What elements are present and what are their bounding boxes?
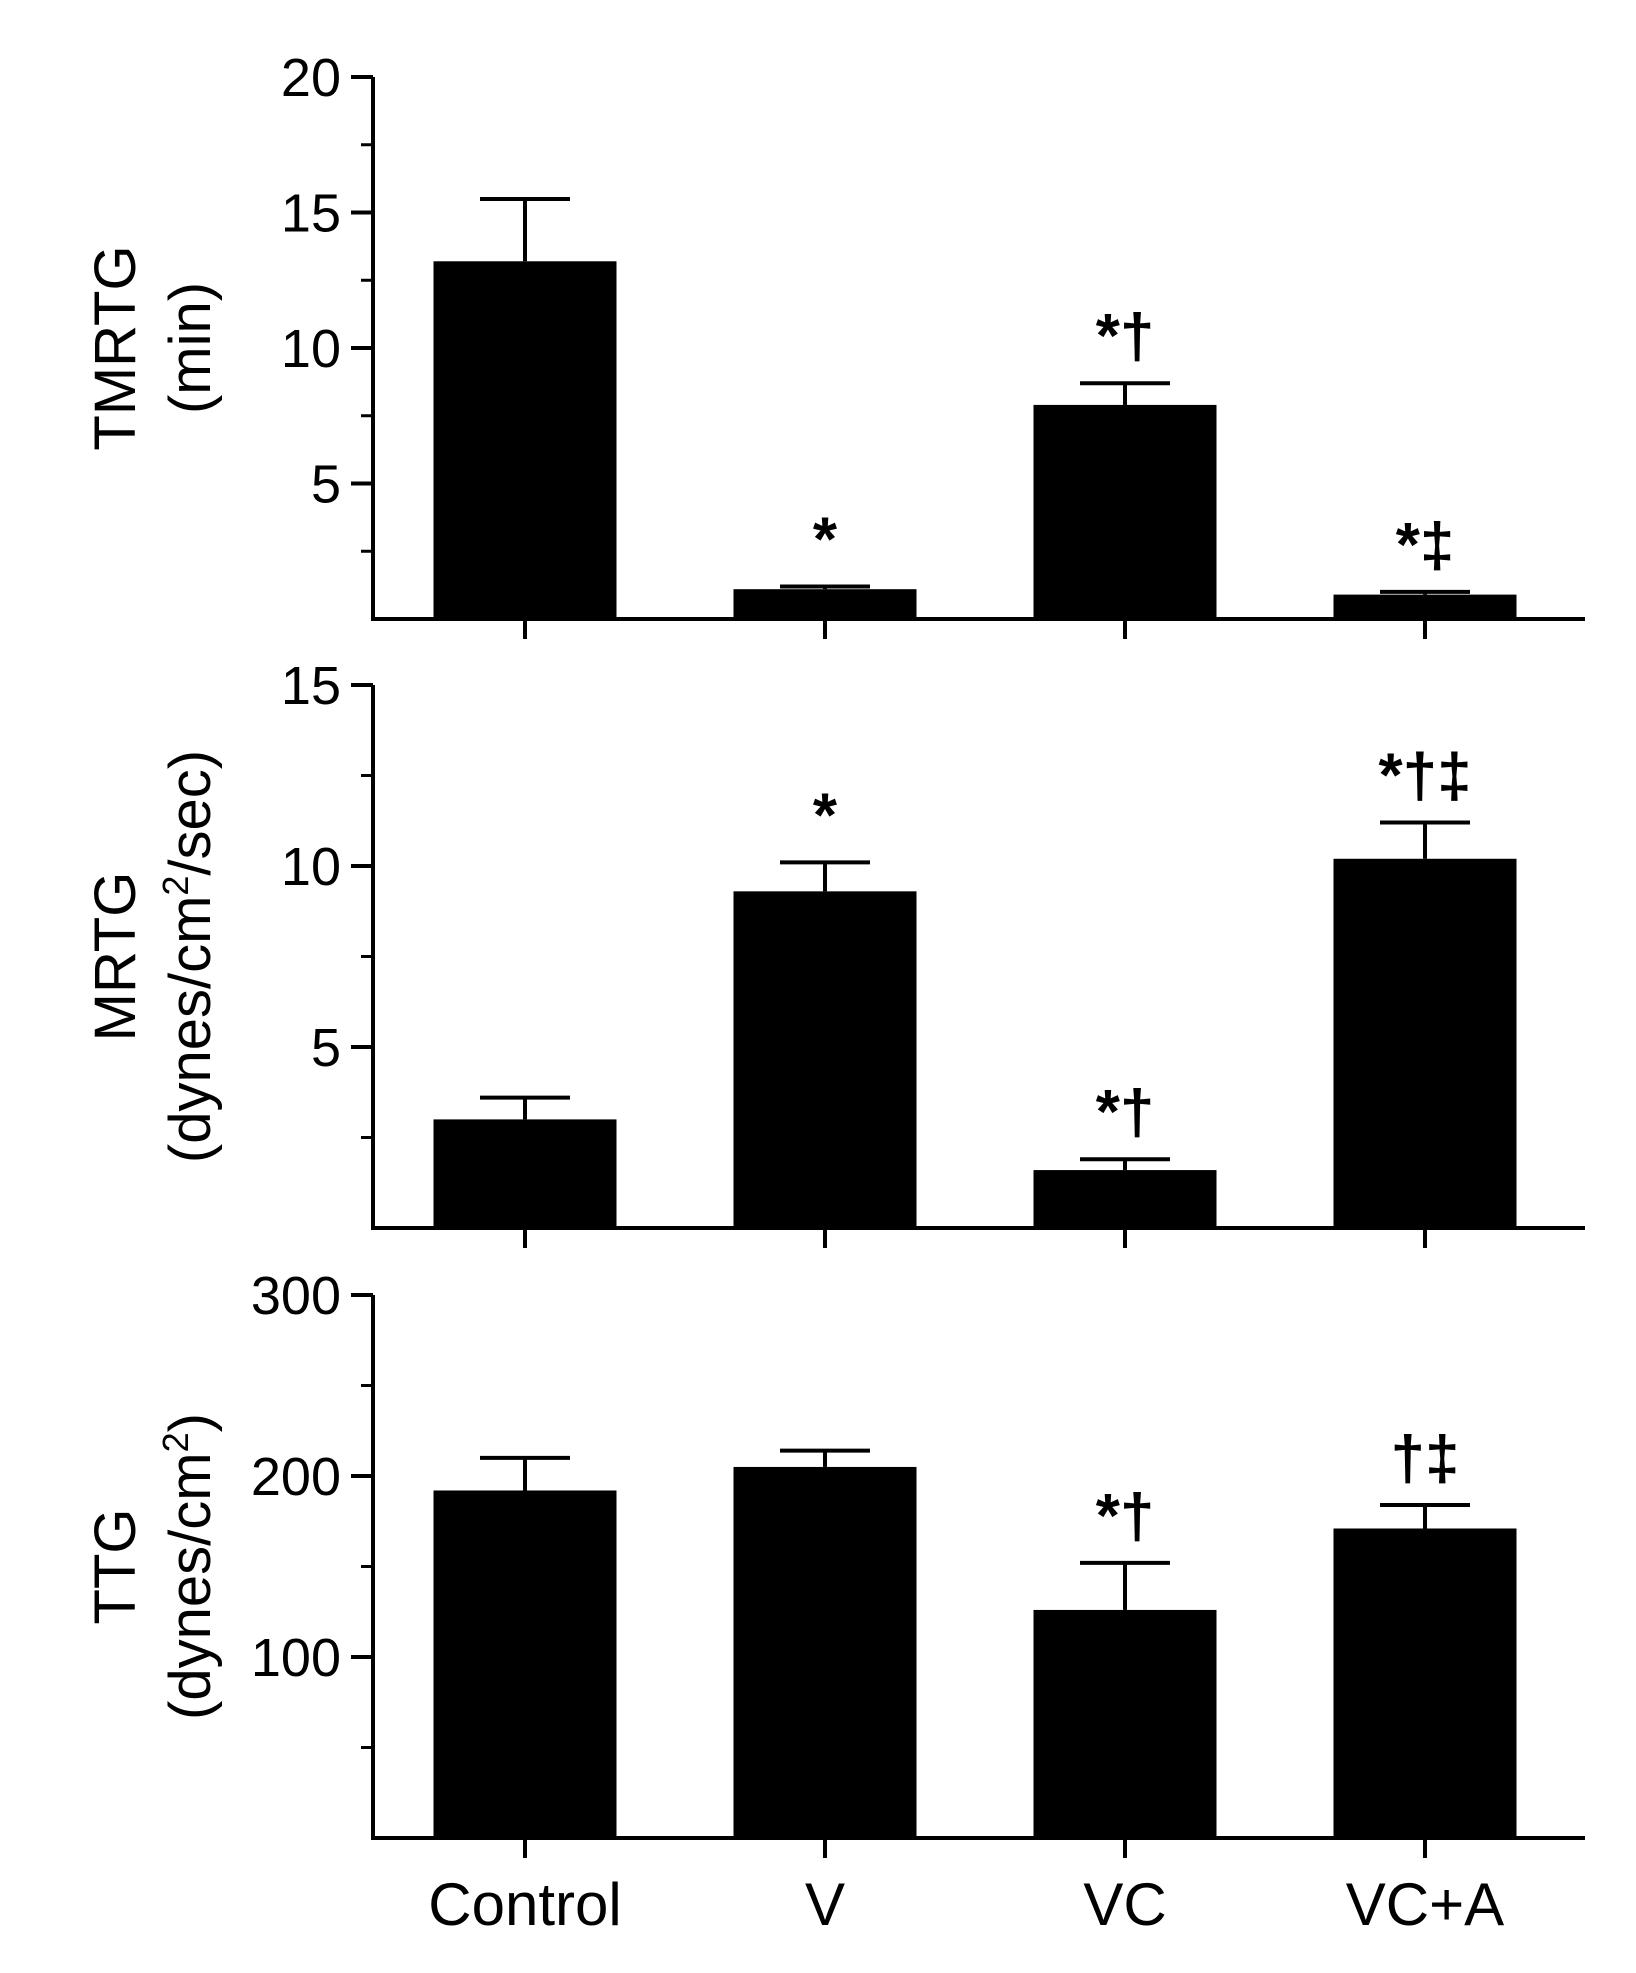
bar-control xyxy=(433,261,617,619)
y-axis-title: MRTG xyxy=(83,872,148,1042)
significance-label: * xyxy=(813,781,838,850)
y-tick-label: 15 xyxy=(281,656,341,716)
x-category-label: Control xyxy=(428,1871,621,1938)
bar-vc-a xyxy=(1333,858,1517,1228)
significance-label: * xyxy=(813,505,838,574)
bar-vc xyxy=(1033,1609,1217,1838)
y-tick-label: 5 xyxy=(311,455,341,515)
panel-1: * *† *‡ 5 10 15 20 TMRTG (min) xyxy=(83,48,1585,639)
significance-label: *† xyxy=(1096,1482,1155,1551)
y-tick-label: 300 xyxy=(251,1266,341,1326)
panel-3: *† †‡ 100 200 300 TTG (dynes/cm2) xyxy=(83,1266,1585,1858)
y-tick-label: 100 xyxy=(251,1628,341,1688)
y-axis-unit: (dynes/cm2/sec) xyxy=(155,750,223,1163)
bar-vc xyxy=(1033,1170,1217,1228)
significance-label: *†‡ xyxy=(1378,742,1471,811)
y-tick-label: 5 xyxy=(311,1018,341,1078)
significance-label: *† xyxy=(1096,1078,1155,1147)
significance-label: †‡ xyxy=(1391,1424,1460,1493)
significance-label: *‡ xyxy=(1396,511,1455,580)
bar-vc-a xyxy=(1333,594,1517,619)
y-tick-label: 10 xyxy=(281,319,341,379)
bar-vc xyxy=(1033,404,1217,619)
panel-2: * *† *†‡ 5 10 15 MRTG (dynes/cm2/sec) xyxy=(83,656,1585,1248)
y-tick-label: 200 xyxy=(251,1447,341,1507)
y-axis-unit: (dynes/cm2) xyxy=(155,1413,223,1720)
bar-v xyxy=(733,589,917,619)
x-category-label: VC xyxy=(1083,1871,1166,1938)
y-axis-title: TMRTG xyxy=(83,245,148,450)
significance-label: *† xyxy=(1096,302,1155,371)
y-axis-unit: (min) xyxy=(158,282,223,414)
y-tick-label: 10 xyxy=(281,837,341,897)
y-tick-label: 20 xyxy=(281,48,341,108)
bar-control xyxy=(433,1490,617,1838)
bar-v xyxy=(733,891,917,1228)
bar-vc-a xyxy=(1333,1528,1517,1838)
y-axis-title: TTG xyxy=(83,1509,148,1625)
x-category-label: VC+A xyxy=(1346,1871,1504,1938)
bar-control xyxy=(433,1119,617,1228)
y-tick-label: 15 xyxy=(281,184,341,244)
bar-v xyxy=(733,1466,917,1838)
x-category-label: V xyxy=(805,1871,845,1938)
